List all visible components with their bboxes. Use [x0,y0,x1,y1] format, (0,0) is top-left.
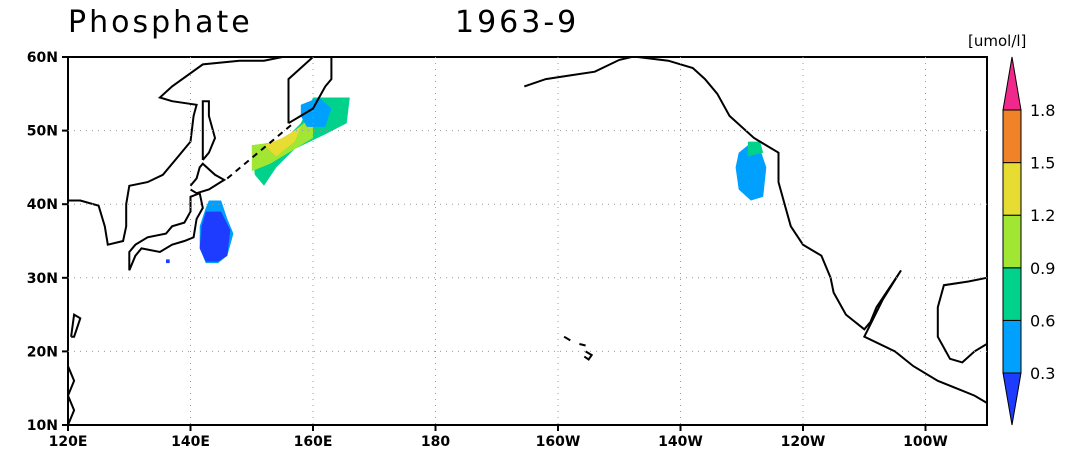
x-tick-label: 140E [171,434,210,450]
field-patch [264,126,301,157]
colorbar-min [1002,372,1022,426]
coastlines [66,56,988,426]
colorbar-box [1002,267,1022,321]
colorbar-label: 1.8 [1030,101,1055,120]
title: Phosphate [68,5,253,40]
x-tick-label: 120W [781,434,826,450]
coastline [189,162,227,195]
unit: [umol/l] [968,32,1026,50]
map-frame [67,56,988,426]
coastline [70,312,82,338]
x-tick-label: 160W [536,434,581,450]
y-tick-label: 60N [27,50,58,66]
y-tick-label: 10N [27,418,58,434]
field-patch [300,97,332,127]
coastline [287,57,333,125]
field-patch [747,141,764,157]
x-tick-label: 140W [658,434,703,450]
x-tick-label: 100W [903,434,948,450]
x-tick-label: 120E [49,434,88,450]
colorbar-box [1002,214,1022,269]
period: 1963-9 [455,5,579,40]
coastline [201,100,217,161]
coastline [579,343,586,347]
colorbar-label: 0.3 [1030,364,1055,383]
colorbar: 0.3 0.6 0.9 1.2 1.5 1.8 [1002,56,1055,426]
y-tick-label: 40N [27,197,58,213]
coastline [68,56,283,246]
field-patch [735,145,767,201]
field-patch [166,259,170,264]
y-tick-label: 30N [27,271,58,287]
coastline [583,350,594,361]
colorbar-label: 0.6 [1030,311,1055,330]
colorbar-box [1002,319,1022,374]
colorbar-box [1002,162,1022,216]
y-tick-label: 20N [27,344,58,360]
coastline [128,191,204,271]
colorbar-box [1002,109,1022,164]
coastline [523,56,632,88]
coastline [287,56,314,124]
data-field [166,97,767,264]
x-tick-label: 180 [421,434,450,450]
colorbar-max [1002,56,1022,111]
field-patch [199,211,231,262]
colorbar-label: 0.9 [1030,259,1055,278]
x-tick-label: 160E [294,434,333,450]
coastline [563,335,571,342]
coastline [637,56,988,404]
axes: 120E 140E 160E 180 160W 140W 120W 100W 60N 50N 40N… [27,50,987,450]
colorbar-label: 1.5 [1030,154,1055,173]
coastline [936,276,988,364]
kuril-islands [226,123,293,180]
y-tick-label: 50N [27,124,58,140]
colorbar-label: 1.2 [1030,206,1055,225]
